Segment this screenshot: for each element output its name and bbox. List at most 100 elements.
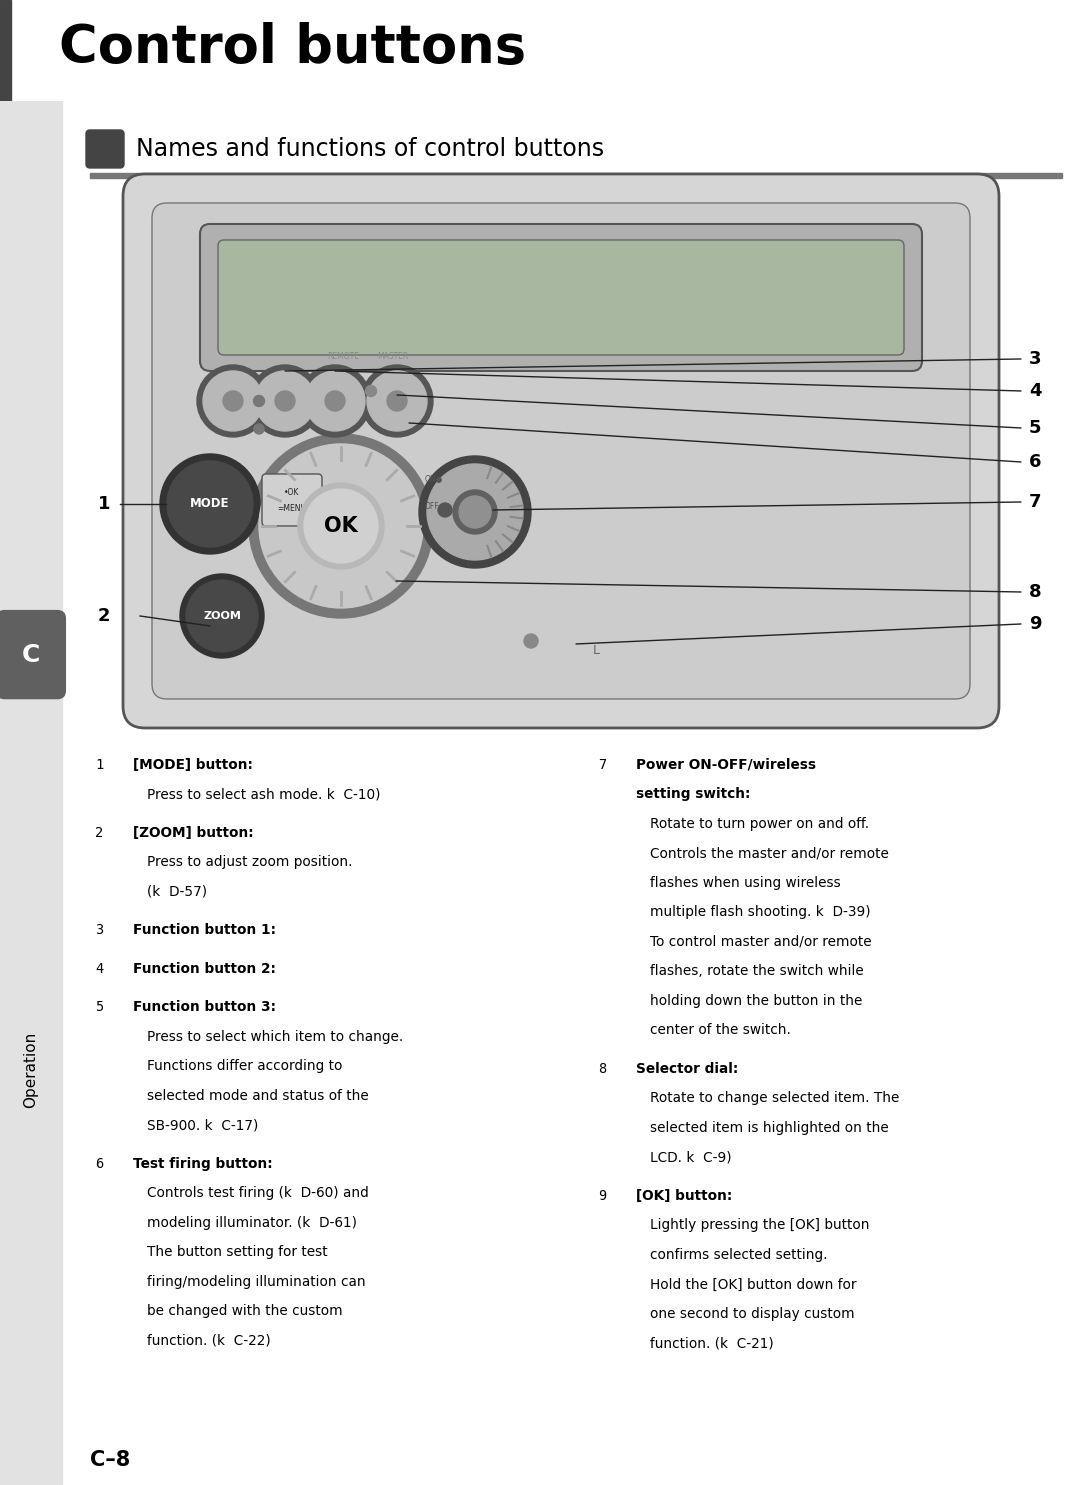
Text: •OK: •OK (284, 489, 299, 497)
Circle shape (203, 371, 264, 431)
FancyBboxPatch shape (0, 610, 66, 698)
Text: center of the switch.: center of the switch. (650, 1023, 791, 1038)
Circle shape (255, 371, 315, 431)
Text: 7: 7 (1029, 493, 1041, 511)
Text: 4: 4 (1029, 382, 1041, 399)
Text: LCD. k  C-9): LCD. k C-9) (650, 1151, 731, 1164)
Text: 1: 1 (95, 757, 104, 772)
Text: The button setting for test: The button setting for test (147, 1246, 327, 1259)
FancyBboxPatch shape (86, 131, 124, 168)
Text: firing/modeling illumination can: firing/modeling illumination can (147, 1276, 366, 1289)
Text: one second to display custom: one second to display custom (650, 1307, 854, 1322)
Text: Hold the [OK] button down for: Hold the [OK] button down for (650, 1277, 856, 1292)
Text: Function button 3:: Function button 3: (133, 1001, 276, 1014)
Text: MASTER: MASTER (377, 352, 408, 361)
Circle shape (180, 575, 264, 658)
Circle shape (453, 490, 497, 535)
Circle shape (299, 365, 372, 437)
Text: flashes, rotate the switch while: flashes, rotate the switch while (650, 964, 864, 979)
Circle shape (459, 496, 491, 529)
Text: 7: 7 (598, 757, 606, 772)
FancyBboxPatch shape (218, 241, 904, 355)
Text: [MODE] button:: [MODE] button: (133, 757, 253, 772)
Text: Operation: Operation (24, 1032, 39, 1108)
Text: [ZOOM] button:: [ZOOM] button: (133, 826, 254, 841)
Text: Control buttons: Control buttons (59, 22, 527, 74)
Text: holding down the button in the: holding down the button in the (650, 993, 862, 1008)
Circle shape (167, 460, 253, 546)
Circle shape (365, 386, 377, 396)
Text: 3: 3 (1029, 350, 1041, 368)
Text: 4: 4 (95, 962, 104, 976)
Text: 6: 6 (1029, 453, 1041, 471)
Circle shape (361, 365, 433, 437)
Text: 2: 2 (95, 826, 104, 841)
Text: SB-900. k  C-17): SB-900. k C-17) (147, 1118, 258, 1133)
Text: MODE: MODE (190, 497, 230, 511)
Text: flashes when using wireless: flashes when using wireless (650, 876, 840, 890)
Circle shape (325, 391, 345, 411)
Circle shape (254, 395, 265, 407)
Circle shape (305, 371, 365, 431)
Text: Press to select which item to change.: Press to select which item to change. (147, 1031, 403, 1044)
Text: ON●: ON● (426, 475, 443, 484)
Circle shape (197, 365, 269, 437)
Text: OFF: OFF (426, 502, 440, 511)
Text: function. (k  C-21): function. (k C-21) (650, 1336, 773, 1350)
Text: Controls test firing (k  D-60) and: Controls test firing (k D-60) and (147, 1187, 368, 1200)
Circle shape (438, 503, 453, 517)
Text: Functions differ according to: Functions differ according to (147, 1059, 342, 1074)
Text: Controls the master and/or remote: Controls the master and/or remote (650, 846, 889, 860)
Text: =MENU: =MENU (278, 505, 307, 514)
Text: 8: 8 (1029, 584, 1041, 601)
Text: [OK] button:: [OK] button: (636, 1189, 732, 1203)
FancyBboxPatch shape (262, 474, 322, 526)
Text: 2: 2 (98, 607, 110, 625)
Circle shape (186, 581, 258, 652)
Text: Power ON-OFF/wireless: Power ON-OFF/wireless (636, 757, 816, 772)
FancyBboxPatch shape (152, 203, 970, 699)
Text: Rotate to change selected item. The: Rotate to change selected item. The (650, 1091, 900, 1105)
Circle shape (254, 425, 264, 434)
Text: 5: 5 (1029, 419, 1041, 437)
Text: modeling illuminator. (k  D-61): modeling illuminator. (k D-61) (147, 1216, 357, 1230)
Text: L: L (593, 644, 599, 658)
Text: 3: 3 (95, 924, 104, 937)
Text: Press to select ash mode. k  C-10): Press to select ash mode. k C-10) (147, 787, 380, 802)
FancyBboxPatch shape (200, 224, 922, 371)
Circle shape (367, 371, 427, 431)
Text: (k  D-57): (k D-57) (147, 885, 207, 898)
Text: function. (k  C-22): function. (k C-22) (147, 1334, 271, 1348)
Text: 8: 8 (598, 1062, 606, 1077)
Text: multiple flash shooting. k  D-39): multiple flash shooting. k D-39) (650, 906, 870, 919)
Circle shape (275, 391, 295, 411)
Text: be changed with the custom: be changed with the custom (147, 1304, 342, 1319)
Circle shape (303, 489, 378, 563)
Text: Test firing button:: Test firing button: (133, 1157, 272, 1172)
Text: C–8: C–8 (90, 1449, 131, 1470)
Text: Names and functions of control buttons: Names and functions of control buttons (136, 137, 604, 160)
Text: Rotate to turn power on and off.: Rotate to turn power on and off. (650, 817, 869, 832)
FancyBboxPatch shape (123, 174, 999, 728)
Circle shape (524, 634, 538, 647)
Circle shape (249, 434, 433, 618)
Circle shape (427, 463, 523, 560)
Text: REMOTE: REMOTE (327, 352, 359, 361)
Text: ZOOM: ZOOM (203, 610, 241, 621)
Text: Function button 2:: Function button 2: (133, 962, 275, 976)
Bar (90, 174, 1062, 178)
Text: confirms selected setting.: confirms selected setting. (650, 1247, 827, 1262)
Text: Press to adjust zoom position.: Press to adjust zoom position. (147, 855, 352, 870)
Text: selected mode and status of the: selected mode and status of the (147, 1089, 368, 1103)
Text: 6: 6 (95, 1157, 104, 1172)
Circle shape (249, 365, 321, 437)
Bar (0, 101, 62, 1485)
Text: 9: 9 (1029, 615, 1041, 633)
Text: 5: 5 (95, 1001, 104, 1014)
Circle shape (259, 444, 423, 607)
Bar (0, 0, 11, 101)
Circle shape (222, 391, 243, 411)
Circle shape (419, 456, 531, 567)
Circle shape (387, 391, 407, 411)
Text: selected item is highlighted on the: selected item is highlighted on the (650, 1121, 889, 1135)
